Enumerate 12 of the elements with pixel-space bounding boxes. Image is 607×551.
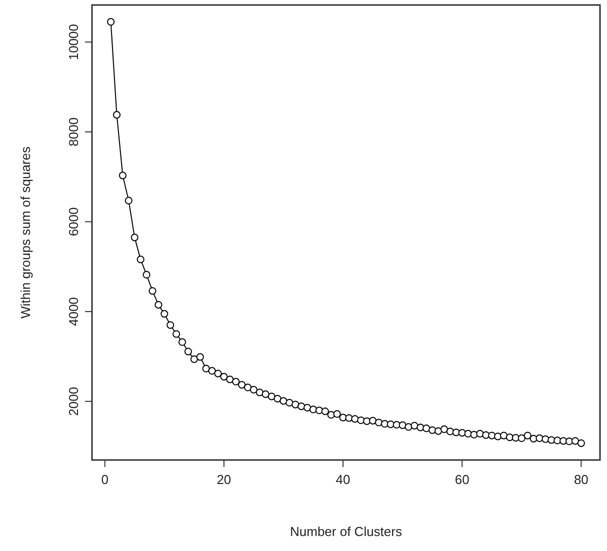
x-axis-title: Number of Clusters [290, 524, 402, 539]
y-tick-label: 10000 [66, 24, 81, 60]
y-tick-label: 6000 [66, 207, 81, 236]
x-tick-label: 60 [454, 472, 470, 487]
x-tick-label: 20 [216, 472, 232, 487]
y-axis-title: Within groups sum of squares [18, 146, 33, 318]
x-tick-label: 40 [336, 472, 350, 487]
y-tick-label: 4000 [66, 297, 81, 326]
y-tick-label: 8000 [66, 117, 81, 146]
x-tick-label: 0 [101, 472, 108, 487]
x-tick-label: 80 [574, 472, 588, 487]
y-tick-label: 2000 [66, 386, 81, 416]
